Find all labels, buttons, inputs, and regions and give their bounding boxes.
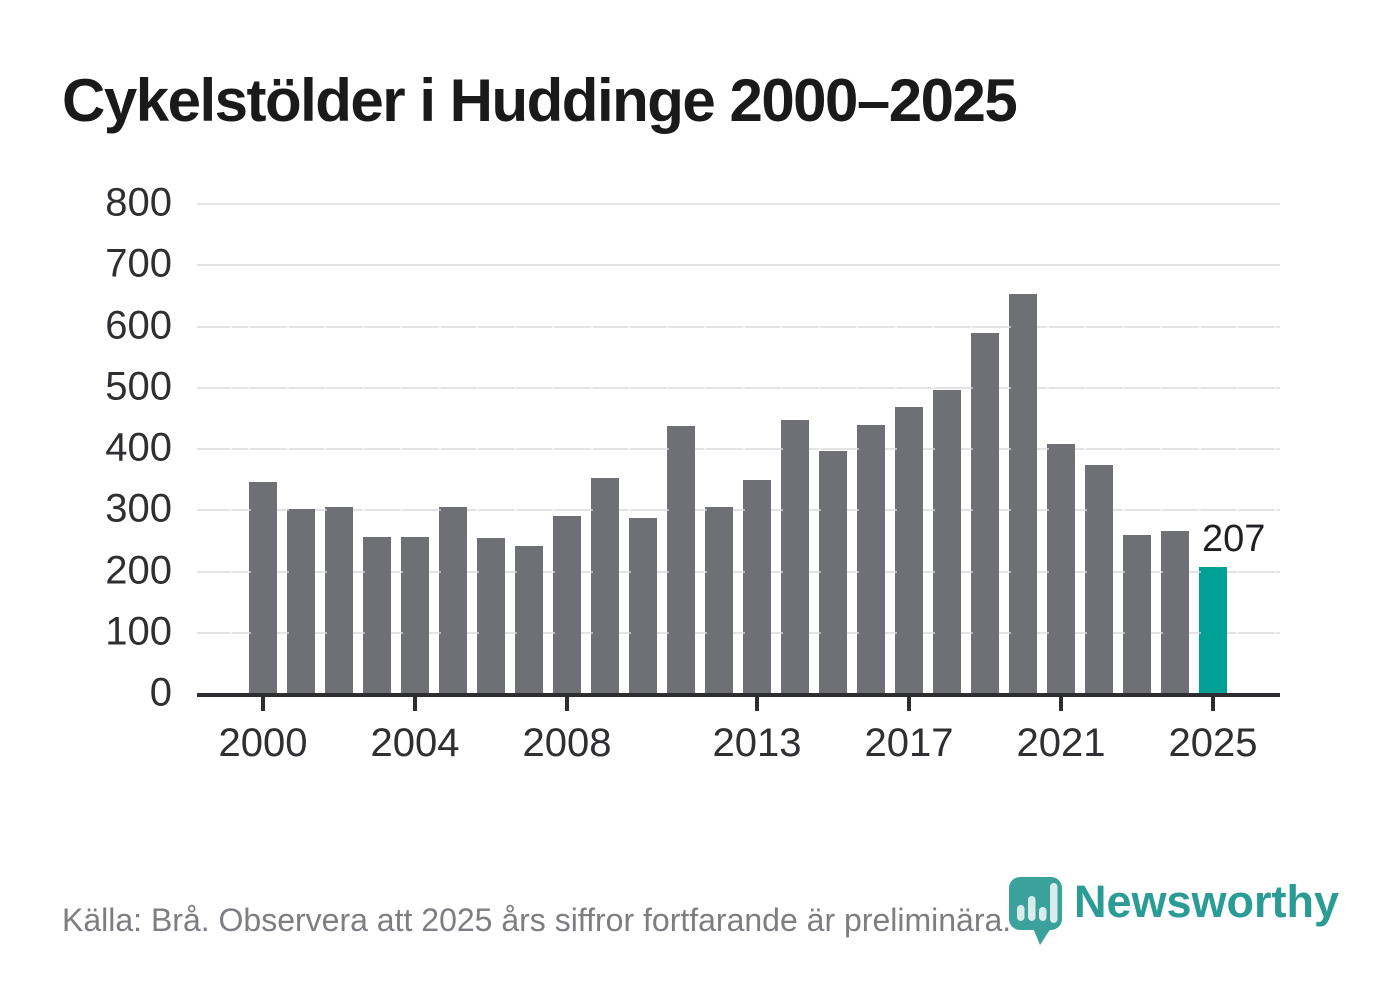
bar-2012 [705,506,733,694]
gridline-600 [197,325,1280,328]
x-tick-label-2025: 2025 [1168,721,1258,765]
bar-2024 [1161,531,1189,694]
x-tick-2000 [261,697,265,711]
gridline-400 [197,448,1280,450]
gridline-dots-100 [197,631,1280,634]
bar-2019 [971,332,999,694]
bar-2017 [895,407,923,694]
bar-2000 [249,482,277,694]
bar-2020 [1009,294,1037,694]
gridline-dots-600 [197,325,1280,328]
bar-2005 [439,506,467,694]
y-tick-label-400: 400 [105,425,172,470]
bar-2013 [743,479,771,694]
x-tick-2013 [755,697,759,711]
bar-2002 [325,507,353,694]
gridline-dots-500 [197,386,1280,389]
x-tick-label-2013: 2013 [712,721,802,765]
gridline-300 [197,509,1280,512]
bar-2023 [1123,535,1151,694]
x-tick-label-2021: 2021 [1016,721,1106,765]
x-axis-line [197,693,1280,697]
bar-2016 [857,425,885,694]
y-tick-label-800: 800 [105,180,172,225]
bar-2004 [401,536,429,694]
gridline-200 [197,570,1280,573]
x-tick-2017 [907,697,911,711]
bar-2008 [553,515,581,694]
bar-2007 [515,546,543,694]
y-tick-label-300: 300 [105,486,172,531]
x-tick-label-2000: 2000 [218,721,308,765]
gridline-100 [197,631,1280,634]
bar-2011 [667,425,695,694]
bar-2010 [629,518,657,694]
y-tick-label-100: 100 [105,609,172,654]
x-tick-label-2008: 2008 [522,721,612,765]
x-tick-2021 [1059,697,1063,711]
highlight-value-label: 207 [1198,514,1269,564]
y-tick-label-500: 500 [105,364,172,409]
y-tick-label-200: 200 [105,548,172,593]
x-tick-label-2004: 2004 [370,721,460,765]
chart-title: Cykelstölder i Huddinge 2000–2025 [62,67,1018,134]
bar-2015 [819,451,847,694]
gridline-800 [197,203,1280,205]
bar-2022 [1085,464,1113,694]
bar-2006 [477,537,505,694]
x-tick-2004 [413,697,417,711]
gridline-700 [197,264,1280,267]
source-note: Källa: Brå. Observera att 2025 års siffr… [62,902,1012,938]
bar-2001 [287,509,315,694]
bar-2025 [1199,567,1227,694]
bar-2009 [591,477,619,694]
newsworthy-logo-text: Newsworthy [1074,876,1340,927]
bar-2014 [781,420,809,694]
bar-2018 [933,389,961,694]
gridline-dots-400 [197,448,1280,450]
bar-2003 [363,537,391,694]
y-tick-label-700: 700 [105,241,172,286]
gridline-dots-300 [197,509,1280,512]
x-tick-label-2017: 2017 [864,721,954,765]
bar-2021 [1047,444,1075,694]
x-tick-2008 [565,697,569,711]
x-tick-2025 [1211,697,1215,711]
gridline-500 [197,386,1280,389]
newsworthy-logo-icon [1008,876,1064,951]
gridline-dots-200 [197,570,1280,573]
y-tick-label-0: 0 [149,670,172,715]
y-tick-label-600: 600 [105,303,172,348]
